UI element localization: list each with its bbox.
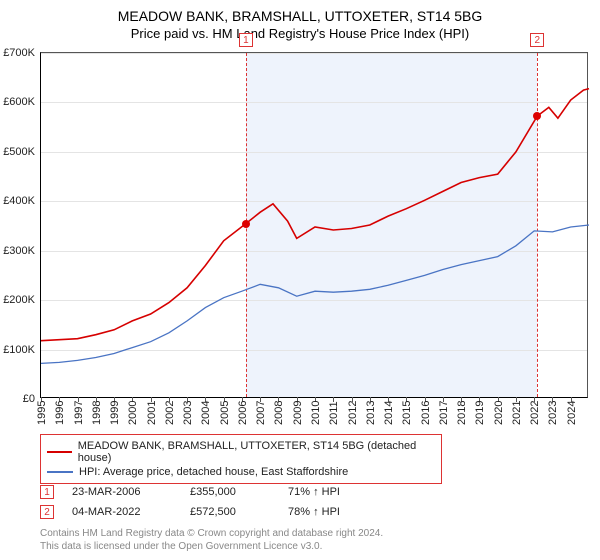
footer-line: This data is licensed under the Open Gov… — [40, 541, 383, 554]
x-axis-label: 2021 — [511, 401, 523, 425]
legend-swatch-series-0 — [47, 451, 72, 453]
legend-swatch-series-1 — [47, 471, 73, 473]
x-axis-label: 1996 — [54, 401, 66, 425]
x-axis-label: 1997 — [73, 401, 85, 425]
event-marker-box: 2 — [530, 33, 544, 47]
x-axis-label: 2022 — [529, 401, 541, 425]
x-axis-label: 2024 — [566, 401, 578, 425]
footer-line: Contains HM Land Registry data © Crown c… — [40, 528, 383, 541]
event-list: 1 23-MAR-2006 £355,000 71% ↑ HPI 2 04-MA… — [40, 482, 340, 522]
event-date: 04-MAR-2022 — [72, 506, 172, 518]
event-price: £572,500 — [190, 506, 270, 518]
x-axis-label: 2003 — [182, 401, 194, 425]
x-axis-label: 2014 — [383, 401, 395, 425]
event-row: 2 04-MAR-2022 £572,500 78% ↑ HPI — [40, 502, 340, 522]
price-chart: £0£100K£200K£300K£400K£500K£600K£700K199… — [40, 52, 588, 398]
event-pct: 71% ↑ HPI — [288, 486, 340, 498]
footer-attribution: Contains HM Land Registry data © Crown c… — [40, 528, 383, 553]
x-axis-label: 2015 — [401, 401, 413, 425]
x-axis-label: 2011 — [328, 401, 340, 425]
x-axis-label: 2019 — [474, 401, 486, 425]
x-axis-label: 2009 — [292, 401, 304, 425]
x-axis-label: 2017 — [438, 401, 450, 425]
event-row: 1 23-MAR-2006 £355,000 71% ↑ HPI — [40, 482, 340, 502]
x-axis-label: 2010 — [310, 401, 322, 425]
event-marker-dot — [242, 220, 250, 228]
legend-box: MEADOW BANK, BRAMSHALL, UTTOXETER, ST14 … — [40, 434, 442, 484]
page-subtitle: Price paid vs. HM Land Registry's House … — [0, 24, 600, 41]
x-axis-label: 2001 — [146, 401, 158, 425]
x-axis-label: 2006 — [237, 401, 249, 425]
x-axis-label: 1998 — [91, 401, 103, 425]
event-marker-dot — [533, 112, 541, 120]
page-title: MEADOW BANK, BRAMSHALL, UTTOXETER, ST14 … — [0, 0, 600, 24]
legend-label-series-1: HPI: Average price, detached house, East… — [79, 466, 348, 478]
event-price: £355,000 — [190, 486, 270, 498]
y-axis-label: £400K — [3, 195, 35, 207]
x-axis-label: 2007 — [255, 401, 267, 425]
x-axis-label: 2023 — [547, 401, 559, 425]
event-marker-box: 1 — [40, 485, 54, 499]
y-axis-label: £0 — [23, 393, 35, 405]
chart-svg — [41, 53, 589, 399]
y-axis-label: £100K — [3, 344, 35, 356]
x-axis-label: 2018 — [456, 401, 468, 425]
event-marker-box: 2 — [40, 505, 54, 519]
x-axis-label: 2000 — [127, 401, 139, 425]
x-axis-label: 2002 — [164, 401, 176, 425]
x-axis-label: 2013 — [365, 401, 377, 425]
x-axis-label: 1995 — [36, 401, 48, 425]
x-axis-label: 2016 — [420, 401, 432, 425]
event-marker-box: 1 — [239, 33, 253, 47]
x-axis-label: 2004 — [200, 401, 212, 425]
x-axis-label: 2008 — [273, 401, 285, 425]
y-axis-label: £300K — [3, 245, 35, 257]
y-axis-label: £200K — [3, 294, 35, 306]
x-axis-label: 2005 — [219, 401, 231, 425]
event-date: 23-MAR-2006 — [72, 486, 172, 498]
y-axis-label: £600K — [3, 96, 35, 108]
x-axis-label: 1999 — [109, 401, 121, 425]
series-line — [41, 225, 589, 363]
x-axis-label: 2020 — [493, 401, 505, 425]
y-axis-label: £500K — [3, 146, 35, 158]
series-line — [41, 89, 589, 341]
x-axis-label: 2012 — [347, 401, 359, 425]
legend-row: MEADOW BANK, BRAMSHALL, UTTOXETER, ST14 … — [47, 439, 435, 465]
legend-label-series-0: MEADOW BANK, BRAMSHALL, UTTOXETER, ST14 … — [78, 440, 435, 464]
event-pct: 78% ↑ HPI — [288, 506, 340, 518]
y-axis-label: £700K — [3, 47, 35, 59]
legend-row: HPI: Average price, detached house, East… — [47, 465, 435, 479]
